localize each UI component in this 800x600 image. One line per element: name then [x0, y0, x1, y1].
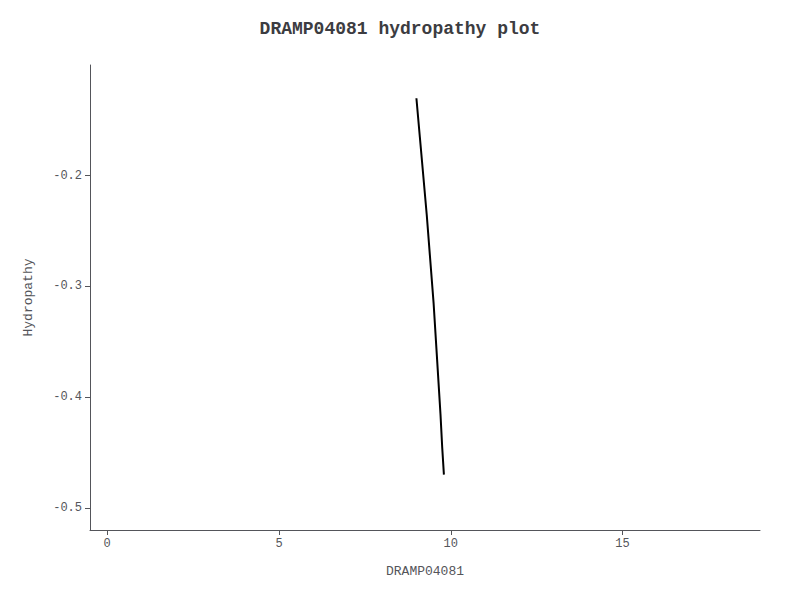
svg-text:-0.5: -0.5: [53, 501, 82, 515]
svg-text:DRAMP04081 hydropathy plot: DRAMP04081 hydropathy plot: [260, 19, 541, 39]
svg-text:-0.3: -0.3: [53, 279, 82, 293]
svg-text:-0.2: -0.2: [53, 169, 82, 183]
svg-text:15: 15: [615, 537, 629, 551]
svg-text:-0.4: -0.4: [53, 390, 82, 404]
svg-text:0: 0: [104, 537, 111, 551]
svg-text:5: 5: [275, 537, 282, 551]
svg-text:10: 10: [444, 537, 458, 551]
svg-text:Hydropathy: Hydropathy: [21, 258, 36, 336]
svg-text:DRAMP04081: DRAMP04081: [386, 564, 464, 579]
